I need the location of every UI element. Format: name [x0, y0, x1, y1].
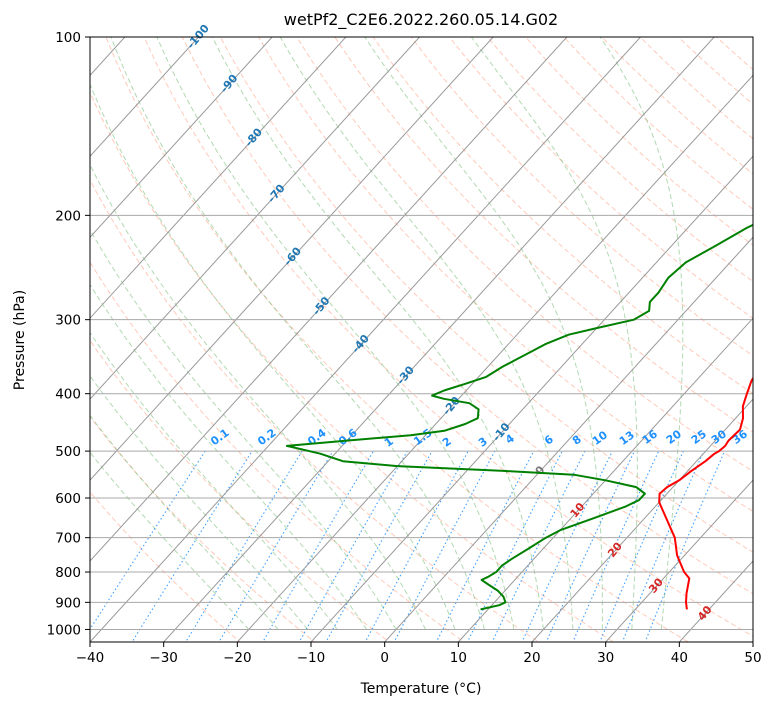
- mixing-ratio-label: 0.2: [255, 426, 278, 448]
- isotherm: [0, 10, 2, 654]
- mixing-ratio-label: 13: [617, 428, 637, 448]
- mixing-ratio-line: [435, 450, 535, 642]
- dry-adiabat: [181, 37, 753, 595]
- temperature-line: [658, 376, 753, 610]
- mixing-ratio-label: 20: [664, 427, 684, 447]
- isotherm: [90, 37, 494, 481]
- dry-adiabat: [296, 37, 753, 473]
- dry-adiabat: [677, 37, 753, 105]
- mixing-ratio-line: [131, 450, 253, 642]
- mixing-ratio-line: [466, 450, 563, 642]
- mixing-ratio-label: 8: [570, 433, 584, 448]
- plot-frame: [89, 36, 754, 643]
- isotherm: [310, 155, 753, 642]
- isotherm: [531, 398, 753, 642]
- moist-adiabat: [90, 331, 338, 630]
- mixing-ratio-line: [90, 450, 206, 631]
- moist-adiabat: [90, 228, 397, 630]
- y-tick-label: 300: [55, 313, 81, 329]
- isotherm: [90, 37, 273, 238]
- profiles: [285, 223, 753, 611]
- y-axis-label: Pressure (hPa): [12, 290, 28, 390]
- isotherm: [90, 37, 347, 319]
- dew-point-line: [285, 223, 753, 611]
- moist-adiabat: [90, 374, 309, 630]
- mixing-ratio-line: [491, 450, 586, 642]
- isotherm: [457, 317, 753, 642]
- y-axis-ticks: 100 200 300 400 500 600 700 800 900 1000: [47, 30, 90, 638]
- mixing-ratio-label: 2: [440, 435, 454, 450]
- y-tick-label: 1000: [47, 622, 81, 638]
- mixing-ratio-line: [325, 450, 433, 642]
- isotherm: [162, 37, 715, 642]
- x-tick-label: 50: [744, 650, 761, 666]
- x-tick-label: 20: [523, 650, 540, 666]
- x-tick-label: 10: [450, 650, 467, 666]
- isotherm: [90, 37, 421, 400]
- isotherm: [604, 479, 753, 642]
- mixing-ratio-line: [364, 450, 469, 642]
- dry-adiabat: [90, 491, 241, 642]
- background-lines: [0, 10, 753, 654]
- mixing-ratio-line: [644, 450, 726, 642]
- y-tick-label: 800: [55, 565, 81, 581]
- x-axis-label: Temperature (°C): [360, 681, 482, 697]
- y-tick-label: 200: [55, 208, 81, 224]
- dry-adiabat: [448, 37, 753, 320]
- dry-adiabat: [90, 179, 540, 642]
- x-tick-label: −10: [297, 650, 326, 666]
- isotherm: [383, 236, 753, 642]
- dry-adiabat: [105, 37, 690, 642]
- isotherm: [236, 74, 753, 642]
- moist-adiabat: [279, 37, 574, 630]
- chart-title: wetPf2_C2E6.2022.260.05.14.G02: [284, 10, 558, 30]
- isotherm: [678, 560, 753, 642]
- mixing-ratio-label: 16: [640, 427, 660, 447]
- moist-adiabat: [211, 37, 544, 630]
- dry-adiabat: [639, 37, 753, 140]
- moist-adiabat: [90, 451, 250, 630]
- moist-adiabat: [90, 163, 427, 630]
- mixing-ratio-label: 6: [542, 432, 556, 447]
- moist-adiabat: [90, 83, 456, 630]
- mixing-ratio-label: 25: [689, 427, 709, 447]
- dry-adiabat: [334, 37, 753, 433]
- y-tick-label: 600: [55, 491, 81, 507]
- isotherm: [752, 641, 753, 642]
- dry-adiabat: [601, 37, 753, 175]
- dry-adiabat: [219, 37, 753, 553]
- moist-adiabat: [156, 37, 515, 630]
- x-tick-label: −30: [149, 650, 178, 666]
- x-tick-label: 30: [597, 650, 614, 666]
- isotherm: [90, 37, 642, 642]
- moist-adiabat: [599, 37, 684, 630]
- dry-adiabat: [716, 37, 753, 71]
- line-labels: 0.1 0.2 0.4 0.6 1 1.5 2 3 4 6 8 10 13 16 20 25 30 36-100-…: [184, 22, 750, 624]
- x-tick-label: −40: [76, 650, 105, 666]
- moist-adiabat: [90, 414, 279, 630]
- dry-adiabat: [90, 416, 316, 642]
- mixing-ratio-line: [393, 450, 496, 642]
- y-tick-label: 900: [55, 595, 81, 611]
- y-tick-label: 400: [55, 387, 81, 403]
- dry-adiabat: [563, 37, 753, 210]
- moist-adiabat: [364, 37, 603, 630]
- mixing-ratio-line: [621, 450, 705, 642]
- y-tick-label: 500: [55, 444, 81, 460]
- moist-adiabat: [90, 283, 368, 630]
- y-tick-label: 700: [55, 531, 81, 547]
- x-tick-label: 0: [380, 650, 389, 666]
- x-tick-label: 40: [671, 650, 688, 666]
- moist-adiabat: [110, 37, 485, 630]
- y-tick-label: 100: [55, 30, 81, 46]
- moist-adiabat: [470, 37, 638, 630]
- isotherm: [90, 37, 568, 562]
- dry-adiabat: [90, 339, 391, 642]
- x-axis-ticks: −40 −30 −20 −10 0 10 20 30 40 50: [76, 642, 762, 666]
- isotherm: [90, 37, 200, 158]
- x-tick-label: −20: [223, 650, 252, 666]
- dry-adiabat: [410, 37, 753, 357]
- dry-adiabat: [90, 91, 615, 642]
